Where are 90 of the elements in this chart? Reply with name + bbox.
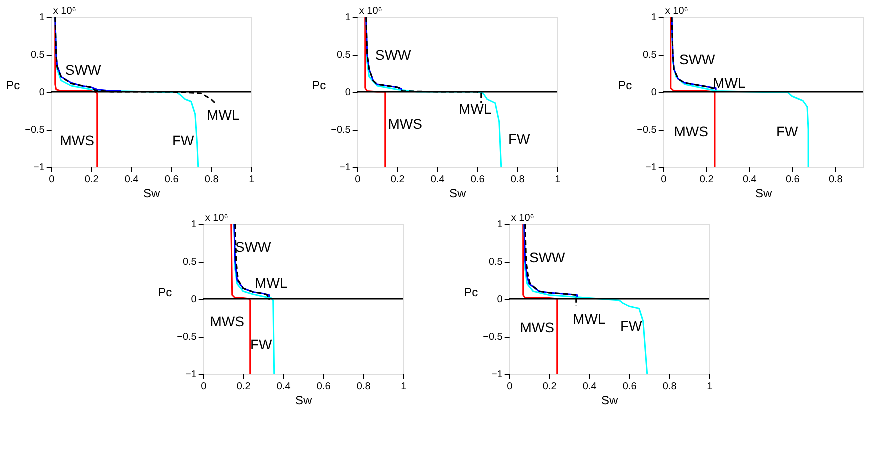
series-label: MWL [573, 311, 606, 327]
y-tick-label: 1 [191, 220, 198, 230]
y-tick-label: −0.5 [177, 332, 198, 343]
x-tick-label: 0.6 [164, 174, 180, 186]
x-tick-label: 0.8 [662, 382, 678, 392]
series-label: FW [250, 336, 274, 352]
y-tick-label: 1 [651, 12, 658, 24]
x-tick-label: 0.2 [700, 174, 714, 186]
x-tick-label: 0.8 [356, 382, 372, 392]
series-label: MWS [60, 132, 94, 148]
x-tick-label: 0.6 [470, 174, 486, 186]
x-tick-label: 0.4 [430, 174, 446, 186]
y-axis-title: Pc [464, 286, 478, 300]
line-series [670, 17, 716, 167]
y-tick-label: −0.5 [637, 125, 658, 136]
series-label: FW [776, 124, 800, 140]
x-tick-label: 0.6 [786, 174, 800, 186]
series-label: MWS [674, 124, 708, 140]
y-tick-label: −0.5 [331, 125, 352, 136]
y-axis-title: Pc [158, 286, 172, 300]
y-tick-label: −1 [185, 370, 198, 380]
y-tick-label: 1 [497, 220, 504, 230]
x-tick-label: 0.6 [316, 382, 332, 392]
x-tick-label: 1 [249, 174, 256, 186]
y-tick-label: −0.5 [25, 125, 46, 136]
x-axis-title: Sw [450, 186, 467, 200]
x-tick-label: 0 [49, 174, 56, 186]
series-label: MWL [255, 275, 288, 291]
x-tick-label: 0 [355, 174, 362, 186]
x-tick-label: 0.4 [276, 382, 292, 392]
x-axis-title: Sw [602, 394, 619, 408]
y-tick-label: 1 [39, 12, 46, 24]
x-axis-title: Sw [296, 394, 313, 408]
series-label: MWS [210, 313, 244, 330]
y-tick-label: −1 [491, 370, 504, 380]
x-tick-label: 0.4 [582, 382, 598, 392]
x-tick-label: 0 [201, 382, 208, 392]
x-tick-label: 0.4 [124, 174, 140, 186]
y-tick-label: 0.5 [642, 50, 658, 61]
y-tick-label: −1 [33, 162, 46, 174]
series-label: MWS [520, 319, 554, 336]
y-tick-label: 0 [345, 88, 352, 98]
series-label: MWL [713, 74, 746, 91]
y-tick-label: 0.5 [30, 50, 46, 61]
series-label: MWL [207, 107, 240, 123]
series-label: SWW [375, 47, 412, 63]
y-tick-label: 0.5 [182, 257, 198, 268]
text: x 10⁶ [665, 6, 688, 17]
y-axis-title: Pc [312, 78, 326, 92]
x-tick-label: 0.8 [204, 174, 220, 186]
y-tick-label: 1 [345, 12, 352, 24]
y-tick-label: 0 [191, 294, 198, 306]
x-tick-label: 0.4 [742, 174, 758, 186]
x-axis-title: Sw [756, 186, 773, 200]
x-tick-label: 0.8 [510, 174, 526, 186]
series-label: FW [620, 318, 644, 334]
y-tick-label: −0.5 [483, 332, 504, 343]
x-tick-label: 1 [555, 174, 562, 186]
y-tick-label: 0 [497, 294, 504, 306]
y-tick-label: 0.5 [488, 257, 504, 268]
text: x 10⁶ [511, 213, 534, 224]
x-tick-label: 0.2 [84, 174, 100, 186]
y-tick-label: 0 [651, 88, 658, 98]
x-tick-label: 0 [507, 382, 514, 392]
series-label: SWW [529, 250, 566, 266]
series-label: SWW [65, 62, 102, 78]
series-label: MWS [388, 116, 422, 132]
x-tick-label: 1 [401, 382, 408, 392]
x-axis-title: Sw [144, 186, 161, 200]
x-tick-label: 0.2 [390, 174, 406, 186]
series-label: FW [508, 131, 532, 147]
y-tick-label: −1 [339, 162, 352, 174]
series-label: FW [172, 132, 196, 148]
y-tick-label: 0.5 [336, 50, 352, 61]
x-tick-label: 0.2 [236, 382, 252, 392]
x-tick-label: 0 [661, 174, 668, 186]
x-tick-label: 0.2 [542, 382, 558, 392]
x-tick-label: 0.6 [622, 382, 638, 392]
y-tick-label: 0 [39, 88, 46, 98]
series-label: SWW [235, 239, 272, 255]
y-tick-label: −1 [645, 162, 658, 174]
x-tick-label: 1 [707, 382, 714, 392]
text: x 10⁶ [205, 213, 228, 224]
x-tick-label: 0.8 [828, 174, 844, 186]
text: x 10⁶ [359, 6, 382, 17]
y-axis-title: Pc [6, 78, 20, 92]
text: x 10⁶ [53, 6, 76, 17]
series-label: MWL [459, 101, 492, 117]
series-label: SWW [679, 52, 716, 68]
y-axis-title: Pc [618, 78, 632, 92]
